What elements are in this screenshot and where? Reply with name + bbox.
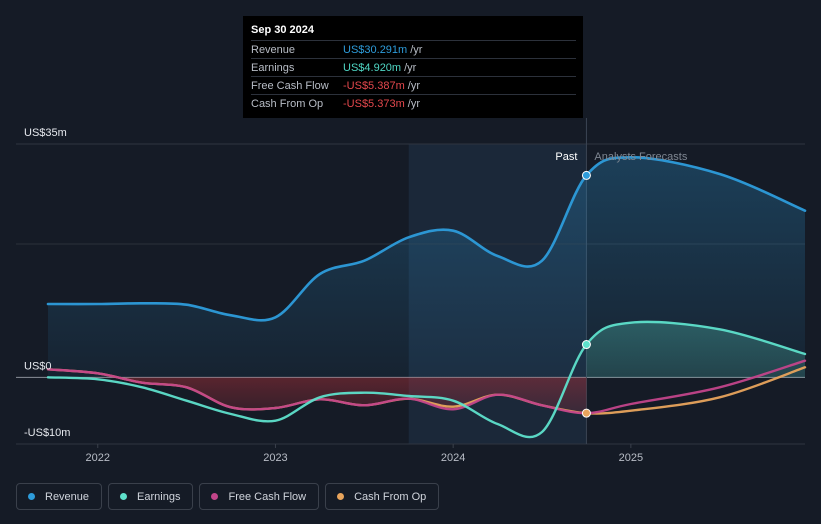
tooltip-value: US$30.291m xyxy=(343,43,408,56)
revenue-marker xyxy=(581,170,591,180)
tooltip-row-earnings: Earnings US$4.920m /yr xyxy=(251,58,576,76)
tooltip-row-free-cash-flow: Free Cash Flow -US$5.387m /yr xyxy=(251,76,576,94)
tooltip-row-revenue: Revenue US$30.291m /yr xyxy=(251,40,576,58)
legend-item-free-cash-flow[interactable]: Free Cash Flow xyxy=(199,483,320,510)
tooltip-label: Revenue xyxy=(251,43,296,56)
y-tick-label: US$35m xyxy=(24,127,67,139)
legend-label: Cash From Op xyxy=(354,490,427,503)
tooltip-value: -US$5.387m xyxy=(343,79,405,92)
legend-label: Revenue xyxy=(45,490,90,503)
legend-item-earnings[interactable]: Earnings xyxy=(108,483,194,510)
tooltip-unit: /yr xyxy=(407,97,420,110)
y-tick-label: -US$10m xyxy=(24,427,70,439)
free-cash-flow-line xyxy=(46,359,807,415)
legend-item-revenue[interactable]: Revenue xyxy=(16,483,103,510)
tooltip-panel: Sep 30 2024 Revenue US$30.291m /yr Earni… xyxy=(243,16,583,118)
legend-dot-icon xyxy=(120,493,128,500)
earnings-marker xyxy=(581,340,591,350)
earnings-forecast-area xyxy=(586,321,805,378)
tooltip-date: Sep 30 2024 xyxy=(251,24,314,36)
tooltip-label: Earnings xyxy=(251,61,295,74)
cash-from-op-marker xyxy=(581,408,591,418)
chart-canvas: US$35m US$0 -US$10m 2022 2023 2024 2025 Past Ana… xyxy=(16,118,807,464)
legend-label: Free Cash Flow xyxy=(228,490,307,503)
revenue-line xyxy=(46,155,807,322)
tooltip-value: US$4.920m xyxy=(343,61,402,74)
x-tick-label: 2023 xyxy=(263,452,287,464)
forecast-label: Analysts Forecasts xyxy=(594,151,687,163)
x-tick-label: 2025 xyxy=(619,452,643,464)
revenue-area xyxy=(48,157,805,378)
legend-dot-icon xyxy=(337,493,345,500)
earnings-line xyxy=(46,320,807,439)
past-label: Past xyxy=(555,151,577,163)
tooltip-unit: /yr xyxy=(404,61,417,74)
legend-dot-icon xyxy=(28,493,35,500)
tooltip-value: -US$5.373m xyxy=(343,97,405,110)
legend-label: Earnings xyxy=(137,490,181,503)
tooltip-row-cash-from-op: Cash From Op -US$5.373m /yr xyxy=(251,94,576,112)
legend-dot-icon xyxy=(211,493,219,500)
tooltip-unit: /yr xyxy=(407,79,420,92)
x-tick-label: 2024 xyxy=(441,452,465,464)
x-tick-label: 2022 xyxy=(86,452,110,464)
tooltip-unit: /yr xyxy=(410,43,423,56)
legend: Revenue Earnings Free Cash Flow Cash Fro… xyxy=(16,483,440,510)
tooltip-label: Free Cash Flow xyxy=(251,79,329,92)
y-tick-label: US$0 xyxy=(24,360,52,372)
tooltip-label: Cash From Op xyxy=(251,97,324,110)
legend-item-cash-from-op[interactable]: Cash From Op xyxy=(325,483,440,510)
